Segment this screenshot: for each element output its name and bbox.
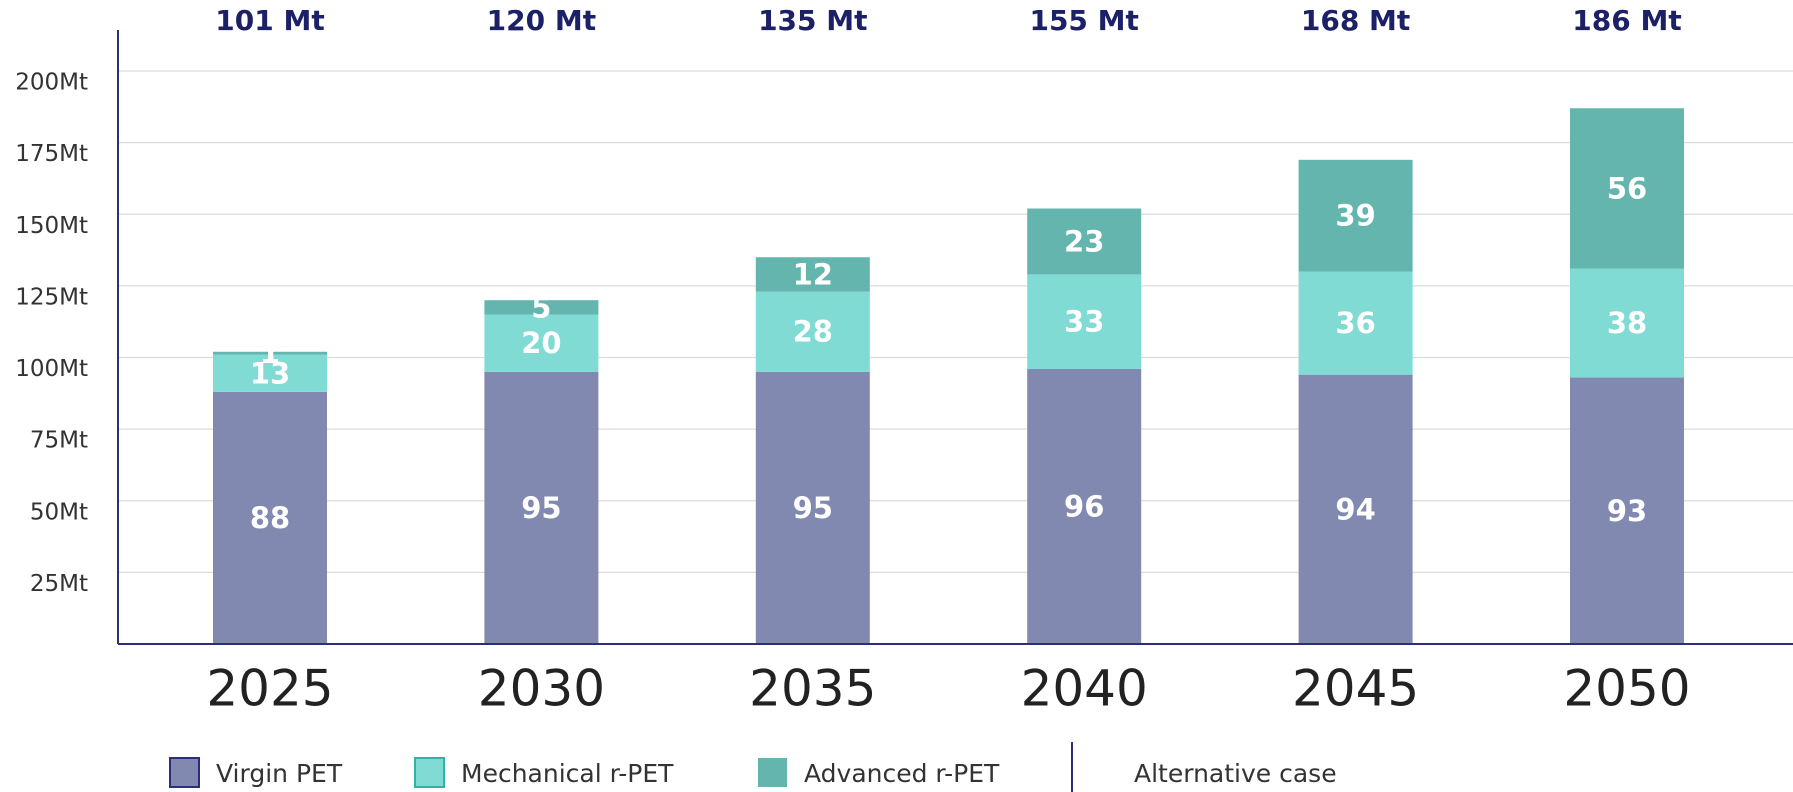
segment-label: 56 xyxy=(1607,171,1647,205)
segment-label: 39 xyxy=(1335,199,1375,233)
bar-segment xyxy=(1570,377,1684,644)
y-tick-label: 100Mt xyxy=(15,356,88,382)
segment-label: 93 xyxy=(1607,494,1647,528)
total-label: 155 Mt xyxy=(1029,4,1138,37)
bar-segment xyxy=(1027,208,1142,275)
legend-swatch xyxy=(169,757,200,788)
bar-segment xyxy=(484,300,599,315)
x-tick-label: 2035 xyxy=(749,660,876,718)
segment-label: 95 xyxy=(793,491,833,525)
bar-segment xyxy=(213,391,327,644)
bar-segment xyxy=(484,371,599,644)
legend-label: Virgin PET xyxy=(216,759,343,788)
segment-label: 28 xyxy=(793,315,833,349)
x-tick-label: 2025 xyxy=(206,660,333,718)
segment-label: 94 xyxy=(1335,492,1375,526)
bar-segment xyxy=(484,314,599,372)
bar-segment xyxy=(213,354,327,392)
bar-segment xyxy=(1298,374,1413,644)
segment-label: 36 xyxy=(1335,306,1375,340)
legend-note: Alternative case xyxy=(1134,759,1337,788)
segment-label: 5 xyxy=(531,290,551,324)
y-tick-label: 25Mt xyxy=(30,571,88,597)
segment-label: 1 xyxy=(260,336,280,370)
total-label: 135 Mt xyxy=(758,4,867,37)
x-tick-label: 2045 xyxy=(1292,660,1419,718)
total-label: 101 Mt xyxy=(215,4,324,37)
bar-segment xyxy=(1027,274,1142,369)
x-tick-label: 2040 xyxy=(1021,660,1148,718)
total-label: 168 Mt xyxy=(1301,4,1410,37)
total-label: 120 Mt xyxy=(487,4,596,37)
bar-segment xyxy=(1298,159,1413,272)
segment-label: 20 xyxy=(521,326,561,360)
y-tick-label: 175Mt xyxy=(15,141,88,167)
segment-label: 33 xyxy=(1064,305,1104,339)
bar-segment xyxy=(1298,271,1413,375)
bar-segment xyxy=(755,371,870,644)
legend-label: Advanced r-PET xyxy=(804,759,1000,788)
bar-segment xyxy=(1027,368,1142,644)
x-tick-label: 2030 xyxy=(478,660,605,718)
segment-label: 13 xyxy=(250,356,290,390)
legend-label: Mechanical r-PET xyxy=(461,759,674,788)
segment-label: 23 xyxy=(1064,224,1104,258)
y-tick-label: 150Mt xyxy=(15,213,88,239)
total-label: 186 Mt xyxy=(1572,4,1681,37)
bar-segment xyxy=(755,291,870,372)
bar-segment xyxy=(213,351,327,355)
legend-swatch xyxy=(414,757,445,788)
y-tick-label: 125Mt xyxy=(15,284,88,310)
segment-label: 12 xyxy=(793,257,833,291)
segment-label: 96 xyxy=(1064,489,1104,523)
y-tick-label: 75Mt xyxy=(30,428,88,454)
segment-label: 88 xyxy=(250,501,290,535)
x-tick-label: 2050 xyxy=(1563,660,1690,718)
legend-swatch xyxy=(758,758,787,787)
y-tick-label: 200Mt xyxy=(15,70,88,96)
bar-segment xyxy=(755,257,870,292)
bar-segment xyxy=(1570,268,1684,378)
bar-segment xyxy=(1570,108,1684,269)
y-tick-label: 50Mt xyxy=(30,499,88,525)
segment-label: 95 xyxy=(521,491,561,525)
segment-label: 38 xyxy=(1607,306,1647,340)
